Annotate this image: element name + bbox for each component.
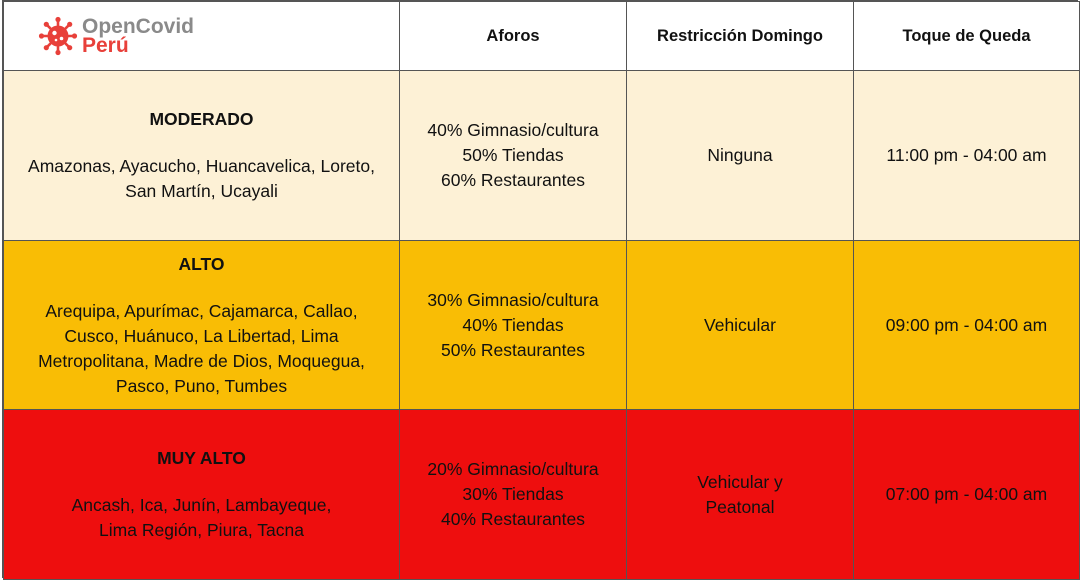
regions-cell: ALTO Arequipa, Apurímac, Cajamarca, Call…: [3, 240, 400, 410]
header-aforos: Aforos: [399, 1, 627, 71]
regions-line: Lima Región, Piura, Tacna: [99, 520, 304, 540]
aforo-line: 30% Gimnasio/cultura: [427, 289, 599, 310]
aforos-cell: 30% Gimnasio/cultura 40% Tiendas 50% Res…: [399, 240, 627, 410]
aforo-line: 40% Gimnasio/cultura: [427, 120, 599, 140]
regions-cell: MODERADO Amazonas, Ayacucho, Huancavelic…: [3, 70, 400, 241]
toque-cell: 07:00 pm - 04:00 am: [853, 409, 1080, 580]
aforos-cell: 20% Gimnasio/cultura 30% Tiendas 40% Res…: [399, 409, 627, 580]
logo-text-opencovid: OpenCovid: [82, 15, 195, 38]
restriccion-cell: Vehicular: [626, 240, 854, 410]
restriccion-line: Ninguna: [707, 145, 773, 165]
risk-level-label: ALTO: [178, 253, 225, 274]
aforo-line: 50% Tiendas: [462, 145, 564, 165]
regions-line: Amazonas, Ayacucho, Huancavelica, Loreto…: [28, 156, 375, 176]
restriccion-line: Vehicular y: [697, 471, 783, 492]
logo-cell: OpenCovid Perú: [3, 1, 400, 71]
regions-cell: MUY ALTO Ancash, Ica, Junín, Lambayeque,…: [3, 409, 400, 580]
risk-level-label: MUY ALTO: [157, 448, 246, 468]
table-row-muy-alto: MUY ALTO Ancash, Ica, Junín, Lambayeque,…: [3, 409, 1080, 580]
table-header-row: OpenCovid Perú Aforos Restricción Doming…: [3, 1, 1080, 71]
regions-line: Arequipa, Apurímac, Cajamarca, Callao,: [45, 300, 358, 321]
regions-line: Ancash, Ica, Junín, Lambayeque,: [71, 495, 332, 515]
aforo-line: 50% Restaurantes: [441, 339, 585, 360]
restriccion-cell: Ninguna: [626, 70, 854, 241]
aforo-line: 40% Restaurantes: [441, 509, 585, 529]
regions-line: Cusco, Huánuco, La Libertad, Lima: [64, 325, 339, 346]
toque-cell: 09:00 pm - 04:00 am: [853, 240, 1080, 410]
aforo-line: 30% Tiendas: [462, 484, 564, 504]
aforo-line: 60% Restaurantes: [441, 170, 585, 190]
restriccion-cell: Vehicular y Peatonal: [626, 409, 854, 580]
opencovid-logo: OpenCovid Perú: [10, 16, 393, 56]
aforos-cell: 40% Gimnasio/cultura 50% Tiendas 60% Res…: [399, 70, 627, 241]
aforo-line: 40% Tiendas: [462, 314, 564, 335]
restriccion-line: Peatonal: [705, 496, 775, 517]
risk-level-label: MODERADO: [149, 109, 254, 129]
regions-line: San Martín, Ucayali: [125, 181, 278, 201]
header-restriccion-domingo: Restricción Domingo: [626, 1, 854, 71]
aforo-line: 20% Gimnasio/cultura: [427, 459, 599, 479]
header-toque-de-queda: Toque de Queda: [853, 1, 1080, 71]
virus-icon: [38, 16, 78, 56]
toque-cell: 11:00 pm - 04:00 am: [853, 70, 1080, 241]
logo-text-peru: Perú: [82, 34, 129, 57]
regions-line: Pasco, Puno, Tumbes: [115, 375, 288, 396]
table-row-moderado: MODERADO Amazonas, Ayacucho, Huancavelic…: [3, 70, 1080, 241]
table-row-alto: ALTO Arequipa, Apurímac, Cajamarca, Call…: [3, 240, 1080, 410]
restrictions-table: OpenCovid Perú Aforos Restricción Doming…: [3, 1, 1080, 580]
restriccion-line: Vehicular: [704, 314, 776, 335]
regions-line: Metropolitana, Madre de Dios, Moquegua,: [38, 350, 365, 371]
